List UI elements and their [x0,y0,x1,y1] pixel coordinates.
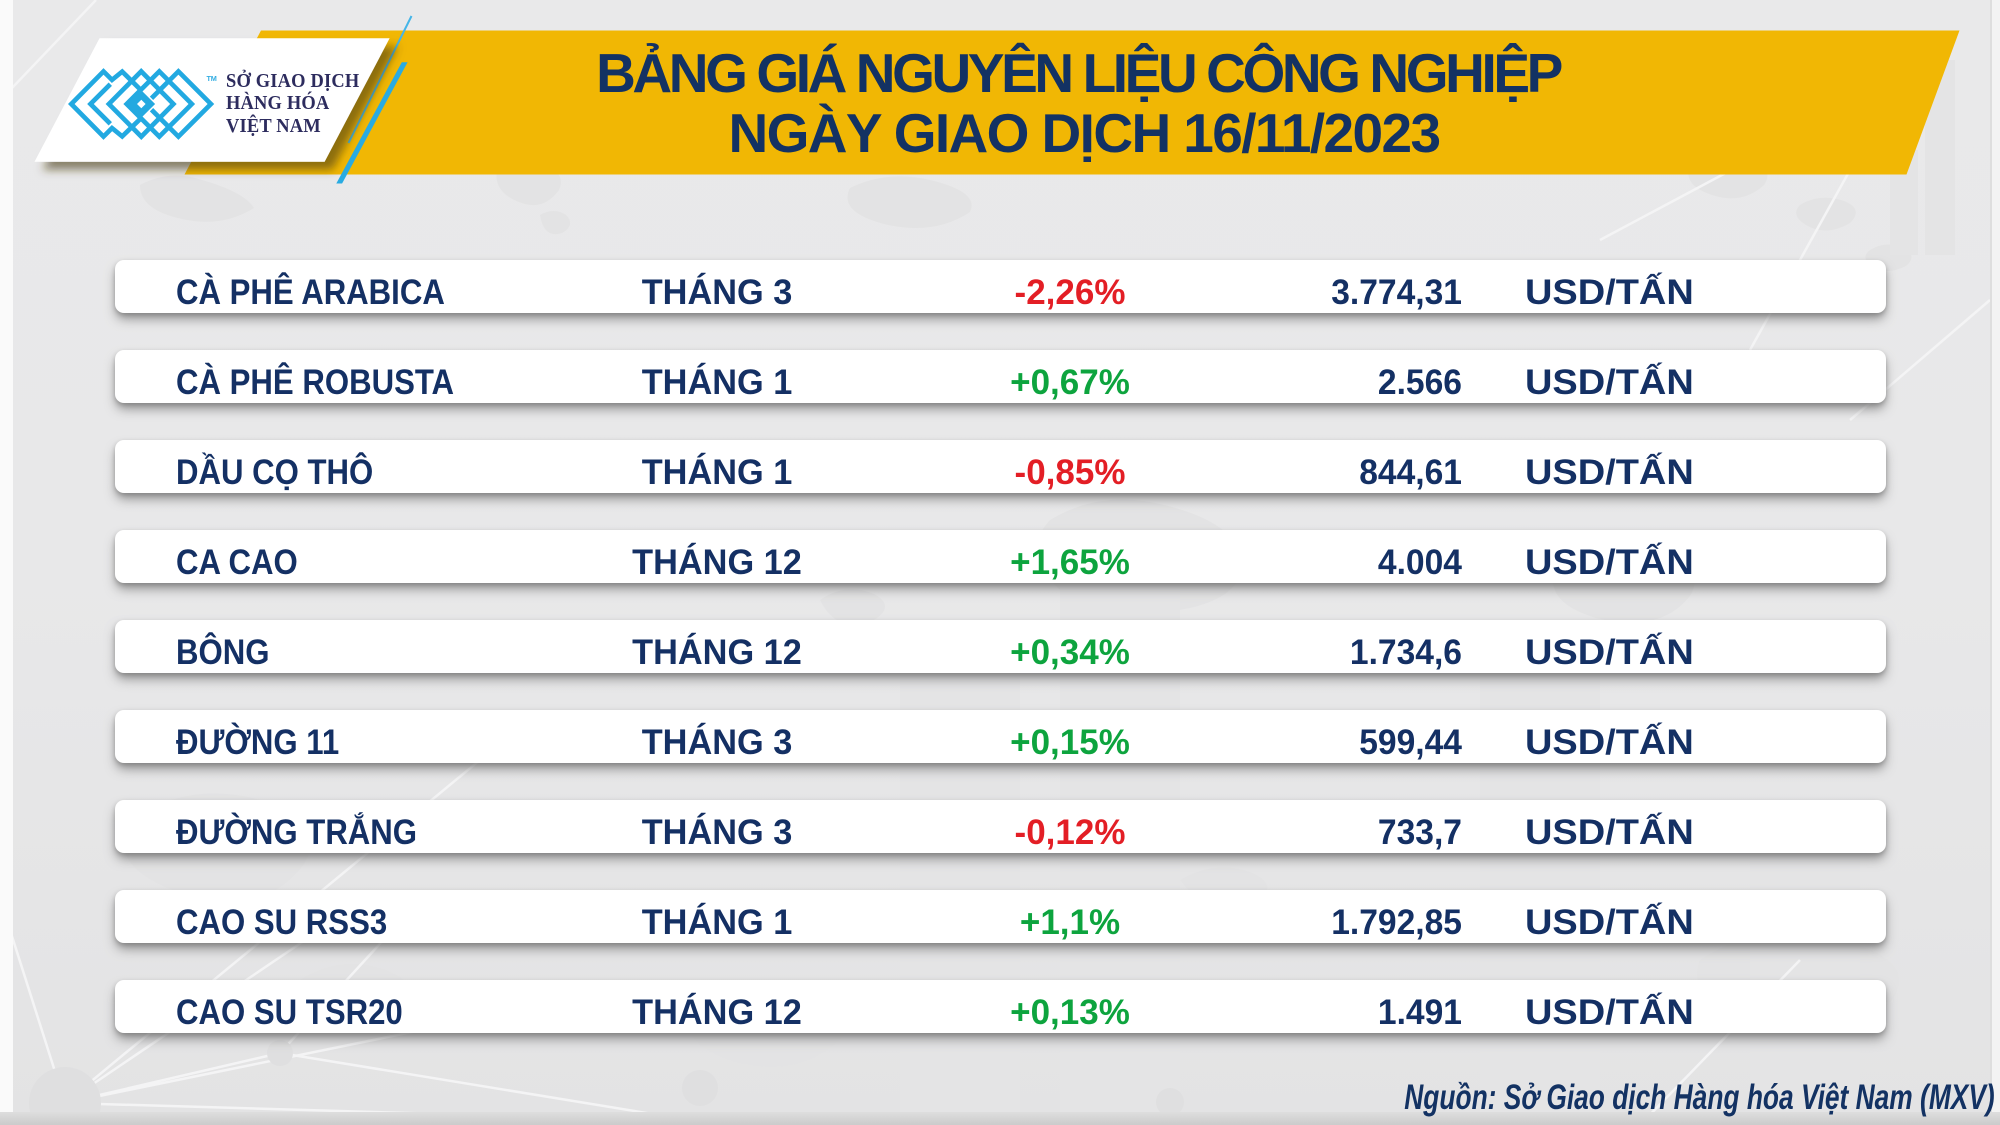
svg-text:TM: TM [207,74,217,83]
